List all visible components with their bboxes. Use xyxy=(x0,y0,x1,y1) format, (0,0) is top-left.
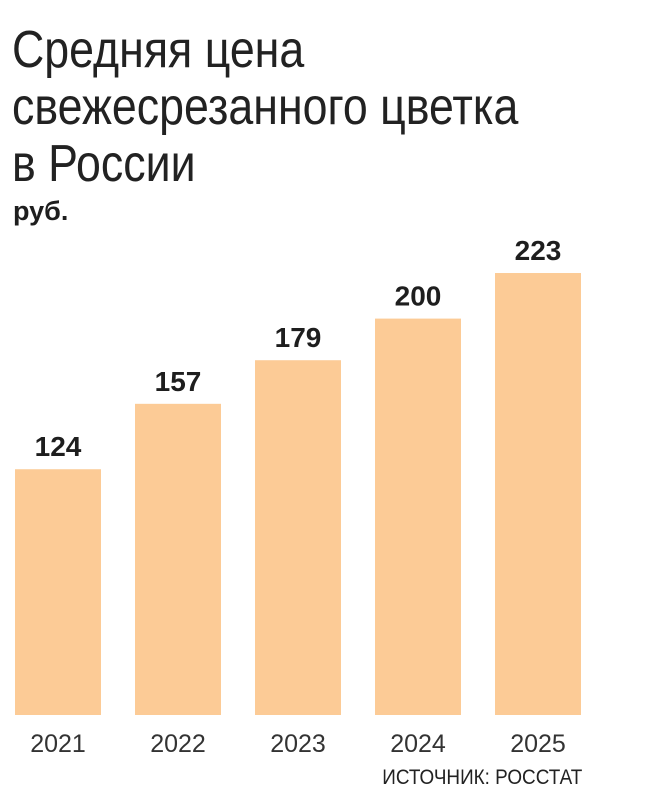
x-tick-label-2022: 2022 xyxy=(150,730,206,758)
x-tick-label-2025: 2025 xyxy=(510,730,566,758)
bar-2021 xyxy=(15,469,101,715)
bar-2023 xyxy=(255,360,341,715)
title-line-3: в России xyxy=(12,135,196,193)
x-tick-label-2024: 2024 xyxy=(390,730,446,758)
unit-label: руб. xyxy=(13,196,69,226)
data-label-2024: 200 xyxy=(395,281,442,312)
bar-2022 xyxy=(135,403,221,715)
bar-2025 xyxy=(495,273,581,715)
x-tick-label-2023: 2023 xyxy=(270,730,326,758)
x-tick-label-2021: 2021 xyxy=(30,730,86,758)
title-line-2: свежесрезанного цветка xyxy=(12,78,519,136)
data-label-2022: 157 xyxy=(155,366,202,397)
data-label-2021: 124 xyxy=(35,431,82,462)
data-label-2023: 179 xyxy=(275,322,322,353)
bar-2024 xyxy=(375,318,461,715)
title-line-1: Средняя цена xyxy=(12,21,305,79)
source-note: ИСТОЧНИК: РОССТАТ xyxy=(381,766,582,789)
data-label-2025: 223 xyxy=(515,235,562,266)
chart-title: Средняя цена свежесрезанного цветка в Ро… xyxy=(12,22,518,193)
